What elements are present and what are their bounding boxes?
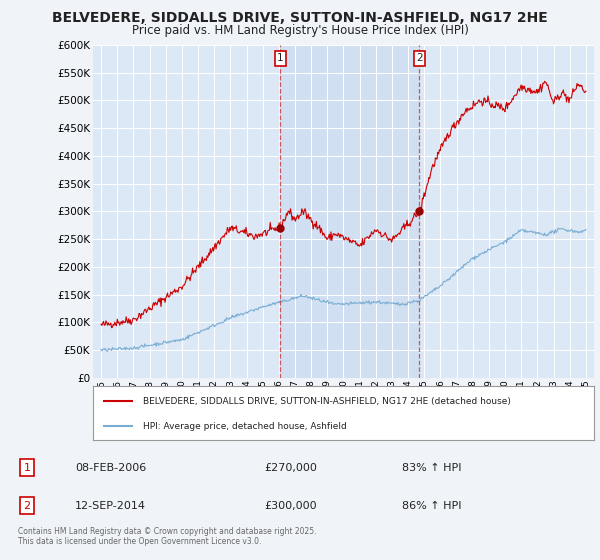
Text: 12-SEP-2014: 12-SEP-2014 bbox=[75, 501, 146, 511]
Text: Contains HM Land Registry data © Crown copyright and database right 2025.
This d: Contains HM Land Registry data © Crown c… bbox=[18, 526, 317, 546]
Text: £270,000: £270,000 bbox=[264, 463, 317, 473]
Bar bbox=[280, 45, 419, 378]
Text: 1: 1 bbox=[277, 53, 284, 63]
Text: BELVEDERE, SIDDALLS DRIVE, SUTTON-IN-ASHFIELD, NG17 2HE (detached house): BELVEDERE, SIDDALLS DRIVE, SUTTON-IN-ASH… bbox=[143, 397, 511, 406]
Text: 08-FEB-2006: 08-FEB-2006 bbox=[75, 463, 146, 473]
Text: HPI: Average price, detached house, Ashfield: HPI: Average price, detached house, Ashf… bbox=[143, 422, 347, 431]
Text: 86% ↑ HPI: 86% ↑ HPI bbox=[402, 501, 461, 511]
Text: BELVEDERE, SIDDALLS DRIVE, SUTTON-IN-ASHFIELD, NG17 2HE: BELVEDERE, SIDDALLS DRIVE, SUTTON-IN-ASH… bbox=[52, 11, 548, 25]
Text: 83% ↑ HPI: 83% ↑ HPI bbox=[402, 463, 461, 473]
Text: 2: 2 bbox=[23, 501, 31, 511]
Text: £300,000: £300,000 bbox=[264, 501, 317, 511]
Text: 1: 1 bbox=[23, 463, 31, 473]
Text: Price paid vs. HM Land Registry's House Price Index (HPI): Price paid vs. HM Land Registry's House … bbox=[131, 24, 469, 36]
Text: 2: 2 bbox=[416, 53, 423, 63]
